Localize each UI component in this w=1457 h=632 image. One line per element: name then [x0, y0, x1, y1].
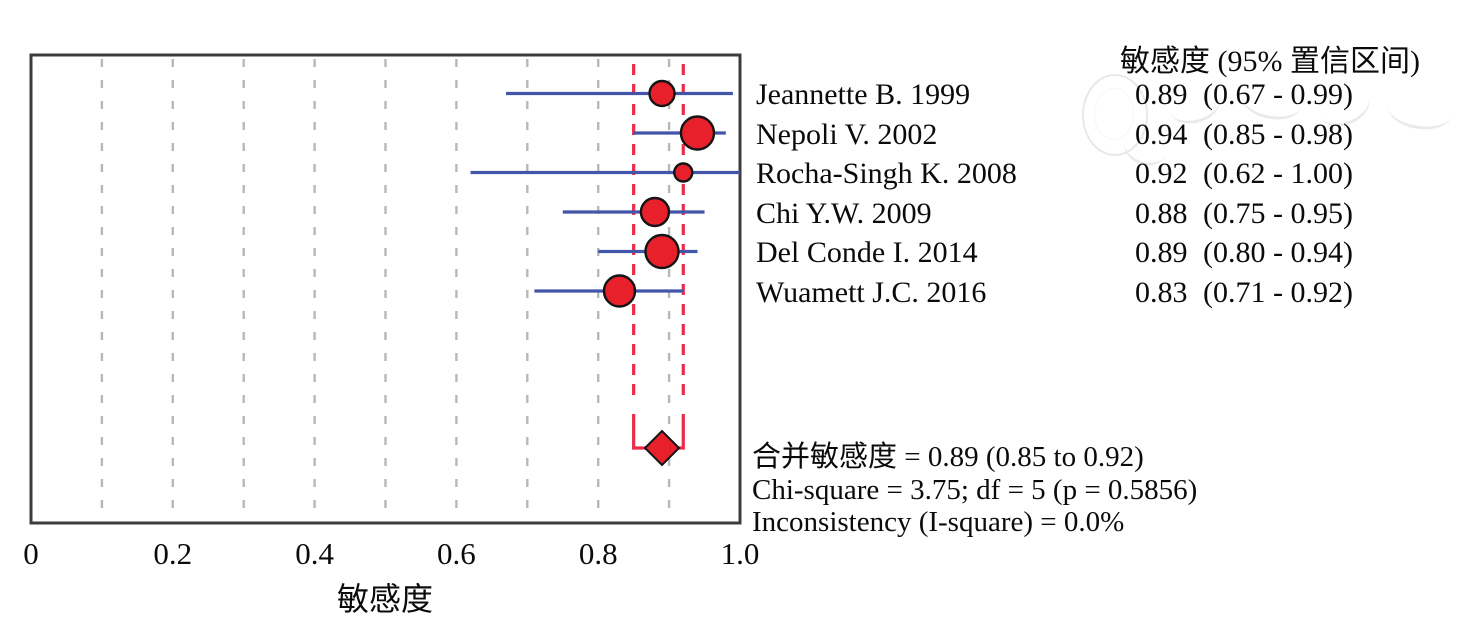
- study-ci: (0.85 - 0.98): [1203, 118, 1353, 151]
- study-ci: (0.75 - 0.95): [1203, 197, 1353, 230]
- x-tick-label: 0.6: [437, 536, 476, 571]
- study-marker: [679, 115, 716, 151]
- study-name: Chi Y.W. 2009: [756, 197, 932, 230]
- x-tick-label: 0.4: [295, 536, 334, 571]
- study-name: Jeannette B. 1999: [756, 78, 971, 111]
- study-row: Wuamett J.C. 2016 0.83 (0.71 - 0.92): [0, 275, 1457, 311]
- pooled-summary: 合并敏感度 = 0.89 (0.85 to 0.92) Chi-square =…: [752, 441, 1197, 539]
- study-name: Nepoli V. 2002: [756, 118, 938, 151]
- column-header: 敏感度 (95% 置信区间): [1120, 45, 1420, 78]
- study-estimate: 0.83: [1135, 276, 1188, 309]
- study-marker: [673, 162, 694, 183]
- x-tick-label: 0.2: [153, 536, 193, 571]
- study-marker: [639, 196, 671, 228]
- x-axis-title: 敏感度: [336, 581, 433, 617]
- study-name: Rocha-Singh K. 2008: [756, 157, 1017, 190]
- study-marker: [644, 233, 680, 270]
- study-name: Wuamett J.C. 2016: [756, 276, 987, 309]
- study-row: Rocha-Singh K. 2008 0.92 (0.62 - 1.00): [0, 156, 1457, 192]
- study-ci: (0.62 - 1.00): [1203, 157, 1353, 190]
- study-row: Nepoli V. 2002 0.94 (0.85 - 0.98): [0, 117, 1457, 153]
- study-row: Jeannette B. 1999 0.89 (0.67 - 0.99): [0, 77, 1457, 113]
- study-marker: [648, 79, 676, 108]
- study-estimate: 0.89: [1135, 236, 1188, 269]
- study-row: Del Conde I. 2014 0.89 (0.80 - 0.94): [0, 235, 1457, 271]
- study-ci: (0.80 - 0.94): [1203, 236, 1353, 269]
- chi-square-line: Chi-square = 3.75; df = 5 (p = 0.5856): [752, 473, 1198, 506]
- x-tick-label: 1.0: [720, 536, 760, 571]
- study-estimate: 0.92: [1135, 157, 1188, 190]
- study-name: Del Conde I. 2014: [756, 236, 978, 269]
- study-ci: (0.67 - 0.99): [1203, 78, 1353, 111]
- plot-frame: [29, 53, 742, 525]
- inconsistency-line: Inconsistency (I-square) = 0.0%: [752, 506, 1125, 538]
- study-estimate: 0.89: [1135, 78, 1188, 111]
- study-estimate: 0.88: [1135, 197, 1188, 230]
- study-ci: (0.71 - 0.92): [1203, 276, 1353, 309]
- study-marker: [602, 274, 637, 308]
- pooled-sensitivity-line: 合并敏感度 = 0.89 (0.85 to 0.92): [752, 441, 1144, 473]
- x-tick-label: 0: [23, 536, 39, 571]
- x-tick-label: 0.8: [578, 536, 618, 571]
- study-row: Chi Y.W. 2009 0.88 (0.75 - 0.95): [0, 196, 1457, 232]
- pooled-diamond-marker: [643, 429, 681, 467]
- study-estimate: 0.94: [1135, 118, 1188, 151]
